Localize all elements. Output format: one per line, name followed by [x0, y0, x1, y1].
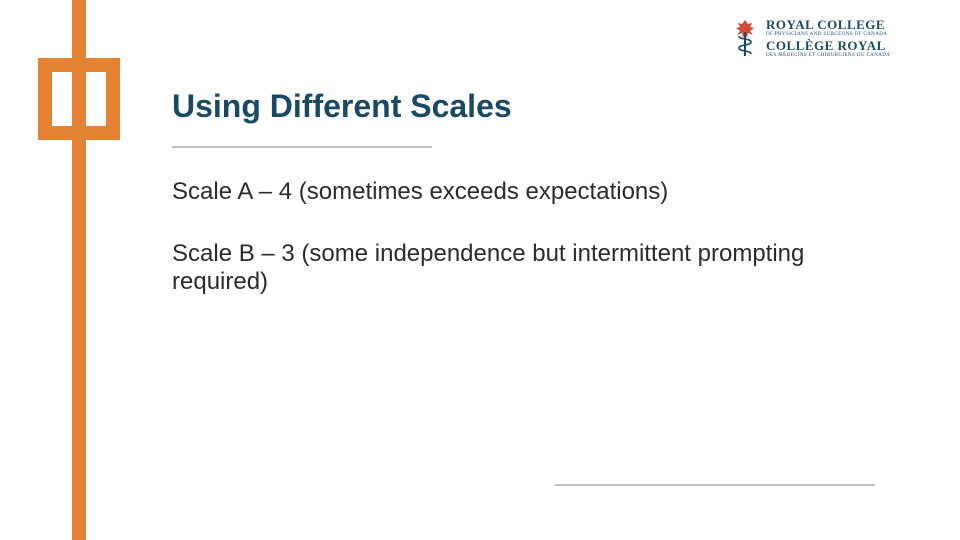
title-underline	[172, 146, 432, 148]
accent-square-frame	[38, 58, 120, 140]
logo-sub-fr: DES MÉDECINS ET CHIRURGIENS DU CANADA	[766, 53, 890, 58]
scale-a-line: Scale A – 4 (sometimes exceeds expectati…	[172, 178, 892, 206]
logo-line-fr: COLLÈGE ROYAL	[766, 39, 890, 52]
logo-line-en: ROYAL COLLEGE	[766, 18, 890, 31]
slide-title: Using Different Scales	[172, 88, 512, 125]
scale-b-line: Scale B – 3 (some independence but inter…	[172, 240, 892, 295]
caduceus-maple-icon	[730, 18, 760, 58]
org-logo: ROYAL COLLEGE OF PHYSICIANS AND SURGEONS…	[730, 18, 890, 58]
footer-underline	[555, 484, 875, 486]
logo-text: ROYAL COLLEGE OF PHYSICIANS AND SURGEONS…	[766, 18, 890, 58]
logo-sub-en: OF PHYSICIANS AND SURGEONS OF CANADA	[766, 32, 890, 37]
